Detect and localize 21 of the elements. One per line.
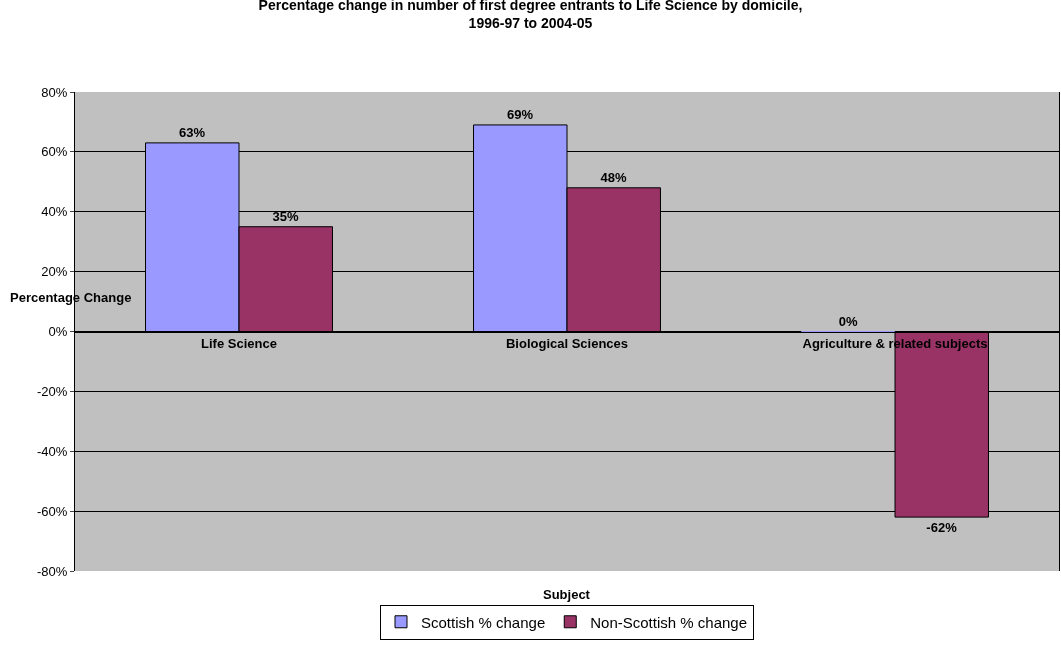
y-tick-label: -60% (37, 503, 68, 519)
data-label: 0% (838, 313, 858, 329)
x-tick-label: Life Science (201, 336, 277, 352)
y-tick-label: 80% (41, 84, 68, 100)
legend-label: Scottish % change (421, 613, 546, 631)
data-label: 69% (507, 106, 534, 122)
data-label: 63% (179, 124, 206, 140)
legend-label: Non-Scottish % change (590, 613, 748, 631)
chart-title: Percentage change in number of first degree entrants to Life Science by domicile, 1996-97 to 2004-05 (258, 0, 803, 31)
data-label: 48% (600, 169, 627, 185)
y-tick-label: 0% (48, 324, 68, 340)
y-tick-label: -80% (37, 563, 68, 579)
y-tick-label: 40% (41, 204, 68, 220)
data-label: -62% (926, 520, 958, 536)
y-tick-label: -20% (37, 383, 68, 399)
y-tick-label: 60% (41, 144, 68, 160)
x-tick-label: Biological Sciences (505, 336, 629, 352)
y-tick-label: 20% (41, 264, 68, 280)
x-axis-title: Subject (543, 587, 591, 602)
y-tick-label: -40% (37, 443, 68, 459)
data-label: 35% (272, 208, 299, 224)
